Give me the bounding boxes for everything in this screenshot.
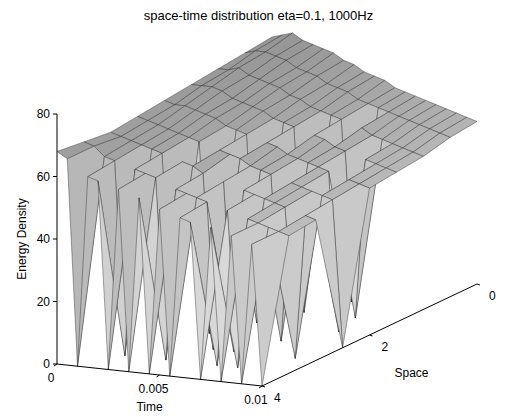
svg-text:0.005: 0.005 (138, 382, 168, 396)
svg-text:60: 60 (37, 170, 51, 184)
svg-text:space-time distribution eta=0.: space-time distribution eta=0.1, 1000Hz (144, 8, 373, 23)
svg-text:0.01: 0.01 (244, 393, 268, 407)
svg-text:80: 80 (37, 107, 51, 121)
svg-text:Time: Time (136, 400, 163, 414)
svg-text:20: 20 (37, 295, 51, 309)
svg-text:40: 40 (37, 232, 51, 246)
svg-text:0: 0 (48, 371, 55, 385)
svg-text:Energy Density: Energy Density (15, 198, 29, 279)
svg-text:0: 0 (489, 289, 496, 303)
svg-text:2: 2 (382, 340, 389, 354)
svg-text:4: 4 (274, 391, 281, 405)
svg-text:Space: Space (394, 366, 428, 380)
svg-text:0: 0 (43, 357, 50, 371)
